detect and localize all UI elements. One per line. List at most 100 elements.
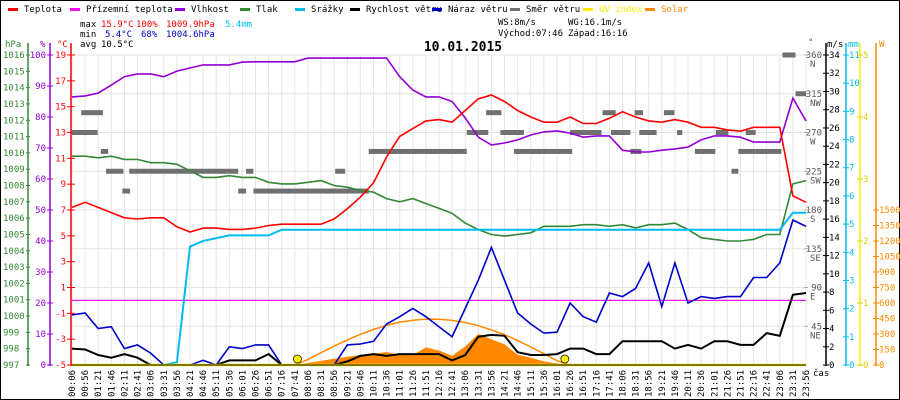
legend-label: Tlak xyxy=(256,5,278,15)
x-tick-label: 07:16 xyxy=(278,370,288,397)
legend-label: Solar xyxy=(661,5,689,15)
chart-title: 10.01.2015 xyxy=(424,40,502,55)
humidity-line xyxy=(71,57,807,153)
humidity-tick-label: 20 xyxy=(35,299,46,309)
pressure-tick-label: 1014 xyxy=(3,84,25,94)
x-tick-label: 15:11 xyxy=(527,370,537,397)
rain-tick-label: 7 xyxy=(849,164,854,174)
x-tick-label: 08:06 xyxy=(304,370,314,397)
x-tick-label: 23:31 xyxy=(789,370,799,397)
temperature-tick-label: 13 xyxy=(55,129,66,139)
x-tick-label: 16:26 xyxy=(566,370,576,397)
wind-tick-label: 24 xyxy=(829,142,840,152)
solar-tick-label: 150 xyxy=(879,346,895,356)
humidity-tick-label: 50 xyxy=(35,206,46,216)
direction-tick-label: 270 xyxy=(806,129,822,139)
direction-axis-title: ° xyxy=(808,38,813,48)
wind-tick-label: 4 xyxy=(829,325,834,335)
x-tick-label: 18:56 xyxy=(645,370,655,397)
legend-label: Rychlost větru xyxy=(366,5,442,15)
x-tick-label: 08:56 xyxy=(330,370,340,397)
uv-tick-label: 4 xyxy=(863,113,868,123)
wind-direction-block xyxy=(634,110,643,116)
stats-block: max 15.9°C 100% 1009.9hPa 5.4mm min 5.4°… xyxy=(80,20,252,50)
solar-tick-label: 900 xyxy=(879,268,895,278)
max-humidity: 100% xyxy=(136,20,158,30)
wind-tick-label: 12 xyxy=(829,252,840,262)
avg-temp: 10.5°C xyxy=(101,40,134,50)
uv-tick-label: 2 xyxy=(863,237,868,247)
legend-swatch-2 xyxy=(175,8,185,11)
legend-swatch-9 xyxy=(645,8,655,11)
pressure-tick-label: 1010 xyxy=(3,149,25,159)
x-axis-title: čas xyxy=(813,368,829,379)
x-tick-label: 11:26 xyxy=(409,370,419,397)
x-tick-label: 21:01 xyxy=(710,370,720,397)
temperature-tick-label: -5 xyxy=(55,361,66,371)
temperature-tick-label: 11 xyxy=(55,154,66,164)
direction-compass-label: NW xyxy=(810,99,821,109)
x-tick-label: 18:06 xyxy=(619,370,629,397)
axes: hPa% °C9979989991000100110021003100410051… xyxy=(3,38,900,371)
temperature-line xyxy=(71,94,807,233)
x-tick-label: 12:41 xyxy=(448,370,458,397)
wind-tick-label: 6 xyxy=(829,306,834,316)
temperature-tick-label: 5 xyxy=(61,232,66,242)
solar-axis-title: W xyxy=(879,40,885,50)
pressure-tick-label: 1004 xyxy=(3,247,25,257)
pressure-tick-label: 1016 xyxy=(3,51,25,61)
wind-direction-block xyxy=(738,148,756,154)
solar-tick-label: 1350 xyxy=(879,222,900,232)
rain-tick-label: 0 xyxy=(849,361,854,371)
wind-direction-block xyxy=(72,130,98,135)
x-tick-label: 17:16 xyxy=(592,370,602,397)
wind-direction-block xyxy=(795,91,806,97)
temperature-tick-label: 7 xyxy=(61,206,66,216)
wind-direction-block xyxy=(100,148,109,154)
temperature-tick-label: 1 xyxy=(61,284,66,294)
humidity-tick-label: 90 xyxy=(35,82,46,92)
direction-compass-label: N xyxy=(810,60,815,70)
wind-tick-label: 30 xyxy=(829,87,840,97)
wind-tick-label: 32 xyxy=(829,69,840,79)
x-tick-label: 14:46 xyxy=(514,370,524,397)
wind-tick-label: 10 xyxy=(829,270,840,280)
pressure-tick-label: 1007 xyxy=(3,198,25,208)
legend-swatch-6 xyxy=(432,8,442,11)
wind-direction-block xyxy=(663,110,675,116)
pressure-tick-label: 1012 xyxy=(3,116,25,126)
rain-tick-label: 3 xyxy=(849,276,854,286)
x-tick-label: 11:01 xyxy=(396,370,406,397)
direction-compass-label: S xyxy=(810,215,815,225)
pressure-tick-label: 1006 xyxy=(3,214,25,224)
x-tick-label: 15:36 xyxy=(540,370,550,397)
wind-direction-block xyxy=(610,130,631,135)
x-tick-label: 23:56 xyxy=(802,370,812,397)
wind-direction-block xyxy=(253,188,369,194)
legend-swatch-1 xyxy=(70,8,80,11)
x-tick-label: 22:41 xyxy=(763,370,773,397)
rain-tick-label: 10 xyxy=(849,79,860,89)
rain-tick-label: 5 xyxy=(849,220,854,230)
temperature-axis-title: °C xyxy=(57,40,68,50)
x-tick-label: 22:16 xyxy=(750,370,760,397)
solar-tick-label: 1500 xyxy=(879,206,900,216)
pressure-tick-label: 998 xyxy=(3,345,19,355)
x-tick-label: 06:01 xyxy=(238,370,248,397)
wind-direction-block xyxy=(500,130,524,135)
wind-tick-label: 22 xyxy=(829,160,840,170)
legend-swatch-3 xyxy=(240,8,250,11)
legend-label: Vlhkost xyxy=(191,5,229,15)
x-tick-label: 07:41 xyxy=(291,370,301,397)
pressure-tick-label: 1005 xyxy=(3,230,25,240)
wind-tick-label: 34 xyxy=(829,51,840,61)
humidity-tick-label: 70 xyxy=(35,144,46,154)
direction-compass-label: NE xyxy=(810,331,821,341)
direction-compass-label: SE xyxy=(810,254,821,264)
min-humidity: 68% xyxy=(141,30,158,40)
wind-direction-block xyxy=(570,130,602,135)
avg-label: avg xyxy=(80,40,96,50)
x-tick-label: 03:56 xyxy=(173,370,183,397)
humidity-tick-label: 0 xyxy=(41,361,46,371)
